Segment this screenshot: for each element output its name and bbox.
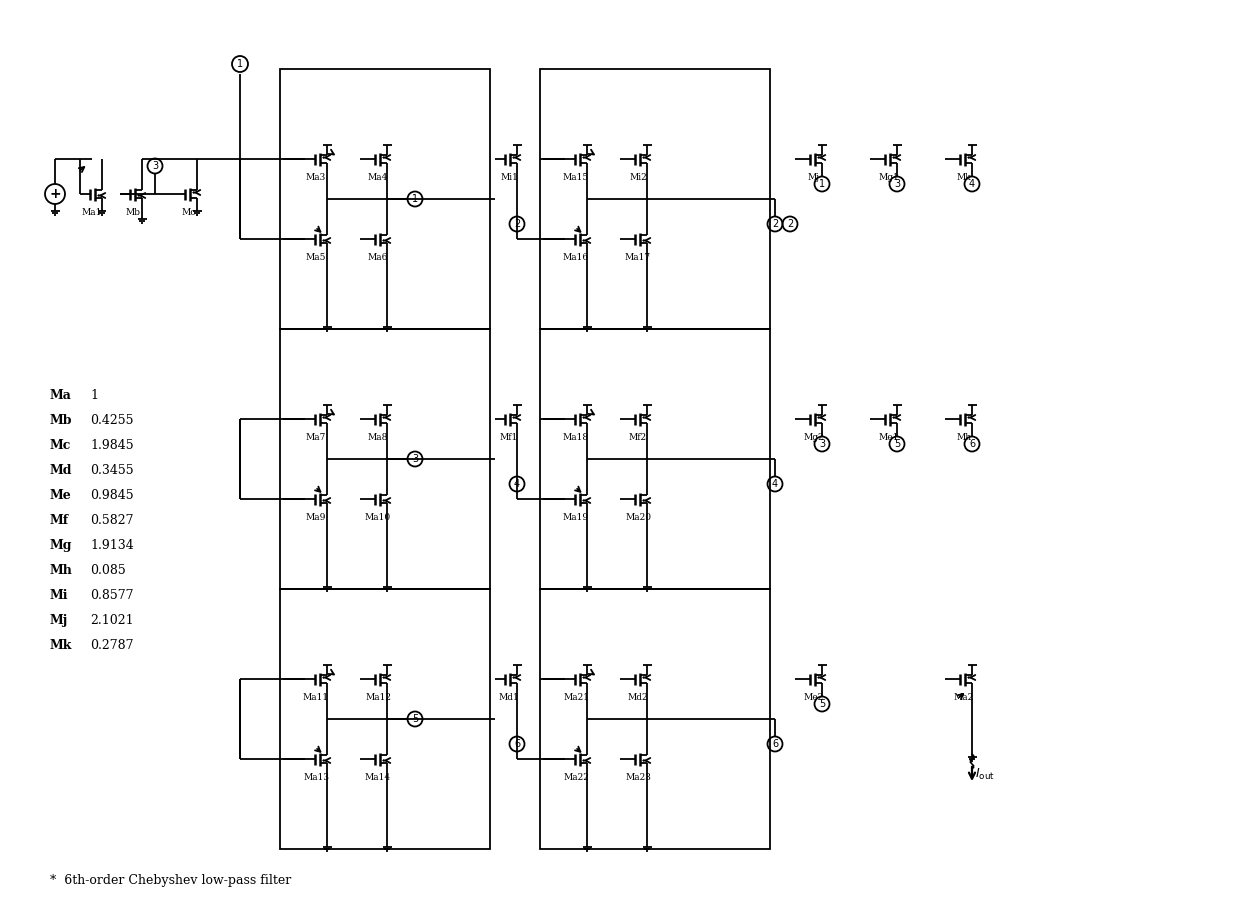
Text: 1: 1 bbox=[412, 194, 418, 204]
Text: Ma19: Ma19 bbox=[563, 513, 589, 522]
Text: Ma9: Ma9 bbox=[306, 513, 326, 522]
Text: Md1: Md1 bbox=[498, 693, 520, 702]
Text: Ma6: Ma6 bbox=[368, 253, 388, 262]
Text: Mg1: Mg1 bbox=[879, 173, 899, 182]
Bar bbox=[280, 69, 490, 329]
Text: Mg: Mg bbox=[50, 539, 72, 552]
Text: Ma13: Ma13 bbox=[303, 773, 329, 782]
Text: Md: Md bbox=[50, 464, 72, 477]
Text: 1: 1 bbox=[91, 389, 98, 402]
Text: 6: 6 bbox=[773, 739, 777, 749]
Text: Md2: Md2 bbox=[627, 693, 649, 702]
Text: Ma7: Ma7 bbox=[306, 433, 326, 442]
Text: Ma21: Ma21 bbox=[563, 693, 589, 702]
Text: +: + bbox=[50, 187, 61, 201]
Text: 0.5827: 0.5827 bbox=[91, 514, 134, 527]
Text: Ma20: Ma20 bbox=[625, 513, 651, 522]
Bar bbox=[539, 589, 770, 849]
Text: Mk: Mk bbox=[957, 173, 971, 182]
Text: 3: 3 bbox=[818, 439, 825, 449]
Text: 0.085: 0.085 bbox=[91, 564, 125, 577]
Text: Ma18: Ma18 bbox=[563, 433, 589, 442]
Text: Mi2: Mi2 bbox=[629, 173, 647, 182]
Text: Me1: Me1 bbox=[879, 433, 899, 442]
Text: 2: 2 bbox=[771, 219, 779, 229]
Text: 4: 4 bbox=[773, 479, 777, 489]
Text: Ma5: Ma5 bbox=[306, 253, 326, 262]
Text: Ma10: Ma10 bbox=[365, 513, 391, 522]
Text: 1.9845: 1.9845 bbox=[91, 439, 134, 452]
Text: Ma2: Ma2 bbox=[954, 693, 975, 702]
Text: 1: 1 bbox=[237, 59, 243, 69]
Text: Mi: Mi bbox=[50, 589, 68, 602]
Bar bbox=[280, 329, 490, 589]
Bar bbox=[280, 589, 490, 849]
Text: Ma16: Ma16 bbox=[563, 253, 589, 262]
Text: 0.3455: 0.3455 bbox=[91, 464, 134, 477]
Text: Mj: Mj bbox=[50, 614, 68, 627]
Text: 6: 6 bbox=[968, 439, 975, 449]
Text: Mc: Mc bbox=[50, 439, 72, 452]
Text: Mc: Mc bbox=[182, 207, 196, 216]
Text: 4: 4 bbox=[513, 479, 520, 489]
Text: 0.2787: 0.2787 bbox=[91, 639, 134, 652]
Text: Mg2: Mg2 bbox=[804, 433, 825, 442]
Text: Ma11: Ma11 bbox=[303, 693, 329, 702]
Text: Ma17: Ma17 bbox=[625, 253, 651, 262]
Bar bbox=[539, 329, 770, 589]
Text: 2: 2 bbox=[787, 219, 794, 229]
Text: Mf: Mf bbox=[50, 514, 69, 527]
Text: Ma4: Ma4 bbox=[368, 173, 388, 182]
Text: Ma14: Ma14 bbox=[365, 773, 391, 782]
Text: 0.4255: 0.4255 bbox=[91, 414, 134, 427]
Text: 3: 3 bbox=[894, 179, 900, 189]
Text: Ma3: Ma3 bbox=[306, 173, 326, 182]
Text: Ma12: Ma12 bbox=[365, 693, 391, 702]
Text: 6: 6 bbox=[513, 739, 520, 749]
Text: Ma: Ma bbox=[50, 389, 72, 402]
Text: 2: 2 bbox=[513, 219, 520, 229]
Text: Mj: Mj bbox=[808, 173, 820, 182]
Text: 3: 3 bbox=[412, 454, 418, 464]
Text: 0.8577: 0.8577 bbox=[91, 589, 134, 602]
Text: Ma23: Ma23 bbox=[625, 773, 651, 782]
Text: 2.1021: 2.1021 bbox=[91, 614, 134, 627]
Text: Me2: Me2 bbox=[804, 693, 825, 702]
Text: $I_\mathrm{out}$: $I_\mathrm{out}$ bbox=[975, 766, 994, 782]
Text: Mb: Mb bbox=[50, 414, 72, 427]
Text: Ma1: Ma1 bbox=[82, 207, 102, 216]
Text: 3: 3 bbox=[153, 161, 157, 171]
Text: Ma8: Ma8 bbox=[368, 433, 388, 442]
Text: Mf1: Mf1 bbox=[500, 433, 518, 442]
Text: *  6th-order Chebyshev low-pass filter: * 6th-order Chebyshev low-pass filter bbox=[50, 874, 291, 887]
Text: 5: 5 bbox=[412, 714, 418, 724]
Text: 0.9845: 0.9845 bbox=[91, 489, 134, 502]
Text: Mk: Mk bbox=[50, 639, 72, 652]
Text: Mb: Mb bbox=[125, 207, 140, 216]
Text: Mi1: Mi1 bbox=[500, 173, 518, 182]
Text: 1: 1 bbox=[818, 179, 825, 189]
Text: Ma22: Ma22 bbox=[563, 773, 589, 782]
Text: Mh: Mh bbox=[50, 564, 73, 577]
Text: Mf2: Mf2 bbox=[629, 433, 647, 442]
Bar bbox=[539, 69, 770, 329]
Text: 5: 5 bbox=[894, 439, 900, 449]
Text: 5: 5 bbox=[818, 699, 825, 709]
Text: Mh: Mh bbox=[956, 433, 972, 442]
Text: 1.9134: 1.9134 bbox=[91, 539, 134, 552]
Text: Ma15: Ma15 bbox=[563, 173, 589, 182]
Text: Me: Me bbox=[50, 489, 72, 502]
Text: 4: 4 bbox=[968, 179, 975, 189]
